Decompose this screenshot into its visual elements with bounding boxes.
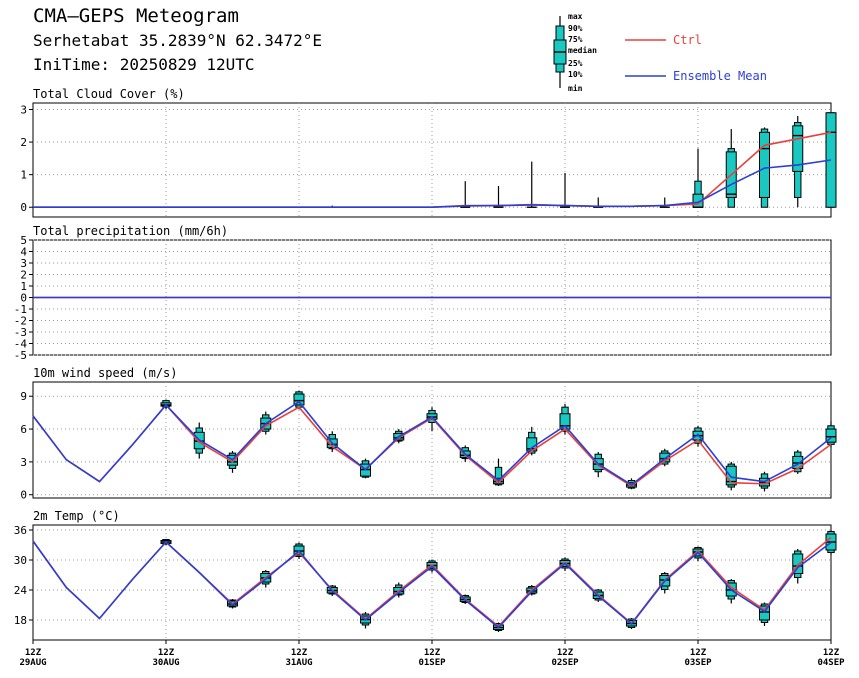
legend-box-label: median <box>568 45 597 55</box>
temp-ytick-label: 18 <box>14 614 27 627</box>
x-tick-label-top: 12Z <box>424 648 441 658</box>
temp-title: 2m Temp (°C) <box>33 509 120 523</box>
temp-box-inner <box>759 605 770 621</box>
legend-box-label: 75% <box>568 35 583 44</box>
precip-ytick-label: -4 <box>14 338 28 351</box>
x-tick-label-top: 12Z <box>557 648 574 658</box>
precip-ytick-label: -5 <box>14 349 27 362</box>
legend: max 90% 75%median 25% 10% min Ctrl Ensemble Mea… <box>553 12 767 93</box>
cloud-cover-panel: Total Cloud Cover (%) 0 1 2 3 <box>20 87 837 218</box>
cloud-cover-line-mean <box>33 159 832 208</box>
precip-ytick-label: 1 <box>20 280 27 293</box>
legend-box-label: 25% <box>568 59 583 68</box>
wind-speed-box-outer <box>494 466 503 486</box>
precip-ytick-label: 3 <box>20 257 27 270</box>
wind-speed-ytick-label: 6 <box>20 423 27 436</box>
cloud-cover-ytick-label: 1 <box>20 169 27 182</box>
x-tick-label-bottom: 29AUG <box>19 658 46 668</box>
x-tick-label-bottom: 01SEP <box>418 658 446 668</box>
precip-title: Total precipitation (mm/6h) <box>33 224 228 238</box>
cloud-cover-title: Total Cloud Cover (%) <box>33 87 185 101</box>
legend-mean-label: Ensemble Mean <box>673 69 767 83</box>
precip-ytick-label: 2 <box>20 269 27 282</box>
legend-box-label: max <box>568 12 583 21</box>
temp-frame <box>32 524 832 641</box>
wind-speed-line-mean <box>32 400 832 486</box>
wind-speed-title: 10m wind speed (m/s) <box>33 366 178 380</box>
x-tick-label-bottom: 03SEP <box>684 658 712 668</box>
x-tick-label-bottom: 04SEP <box>817 658 845 668</box>
precip-ytick-label: 5 <box>20 234 27 247</box>
x-tick-label-bottom: 30AUG <box>152 658 179 668</box>
precip-ytick-label: -2 <box>14 315 27 328</box>
cloud-cover-box-inner <box>759 131 770 198</box>
x-tick-label-top: 12Z <box>291 648 308 658</box>
wind-speed-panel: 10m wind speed (m/s) 0 3 6 9 <box>20 366 837 502</box>
x-tick-label-bottom: 02SEP <box>551 658 579 668</box>
meteogram-title: CMA–GEPS Meteogram <box>33 5 239 27</box>
precip-ytick-label: -3 <box>14 326 27 339</box>
wind-speed-ytick-label: 3 <box>20 456 27 469</box>
precip-ytick-label: 0 <box>20 292 27 305</box>
temp-line-mean <box>32 540 832 629</box>
temp-ytick-label: 36 <box>14 524 27 537</box>
temp-ytick-label: 30 <box>14 554 27 567</box>
temp-ytick-label: 24 <box>14 584 28 597</box>
legend-box-label: 10% <box>568 70 583 79</box>
x-tick-label-bottom: 31AUG <box>285 658 312 668</box>
x-tick-label-top: 12Z <box>25 648 42 658</box>
location-label: Serhetabat 35.2839°N 62.3472°E <box>33 31 322 50</box>
x-tick-label-top: 12Z <box>823 648 840 658</box>
cloud-cover-ytick-label: 0 <box>20 201 27 214</box>
cloud-cover-ytick-label: 3 <box>20 104 27 117</box>
wind-speed-ytick-label: 0 <box>20 489 27 502</box>
precip-ytick-label: -1 <box>14 303 27 316</box>
cloud-cover-ytick-label: 2 <box>20 136 27 149</box>
wind-speed-frame <box>32 381 832 499</box>
precip-ytick-label: 4 <box>20 246 27 259</box>
precip-panel: Total precipitation (mm/6h) -5-4-3-2-1012… <box>14 224 832 362</box>
cloud-cover-box-inner <box>792 125 804 172</box>
wind-speed-ytick-label: 9 <box>20 390 27 403</box>
wind-speed-box-inner <box>293 393 305 406</box>
legend-ctrl-label: Ctrl <box>673 33 702 47</box>
legend-box-label: min <box>568 83 583 93</box>
init-time-label: IniTime: 20250829 12UTC <box>33 55 255 74</box>
temp-panel: 2m Temp (°C) 18 24 30 36 <box>14 509 837 641</box>
x-tick-label-top: 12Z <box>690 648 707 658</box>
wind-speed-box-inner <box>825 428 837 443</box>
legend-box-label: 90% <box>568 24 583 33</box>
x-tick-label-top: 12Z <box>158 648 175 658</box>
